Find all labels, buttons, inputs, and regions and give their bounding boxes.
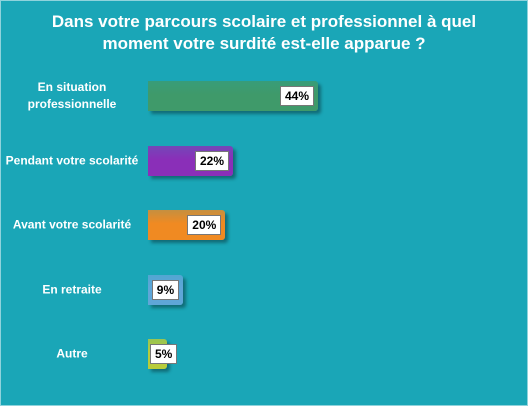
value-label: 44% xyxy=(280,86,315,106)
value-label: 9% xyxy=(151,279,180,300)
category-label: Autre xyxy=(56,346,88,361)
value-label: 5% xyxy=(150,344,178,364)
value-label: 20% xyxy=(187,215,222,235)
value-label: 22% xyxy=(195,150,230,171)
category-label: Avant votre scolarité xyxy=(12,217,132,232)
chart-title: Dans votre parcours scolaire et professi… xyxy=(51,12,477,53)
category-label: Pendant votre scolarité xyxy=(5,153,139,167)
category-label: En retraite xyxy=(42,282,102,296)
category-label: En situation professionnelle xyxy=(27,80,117,111)
